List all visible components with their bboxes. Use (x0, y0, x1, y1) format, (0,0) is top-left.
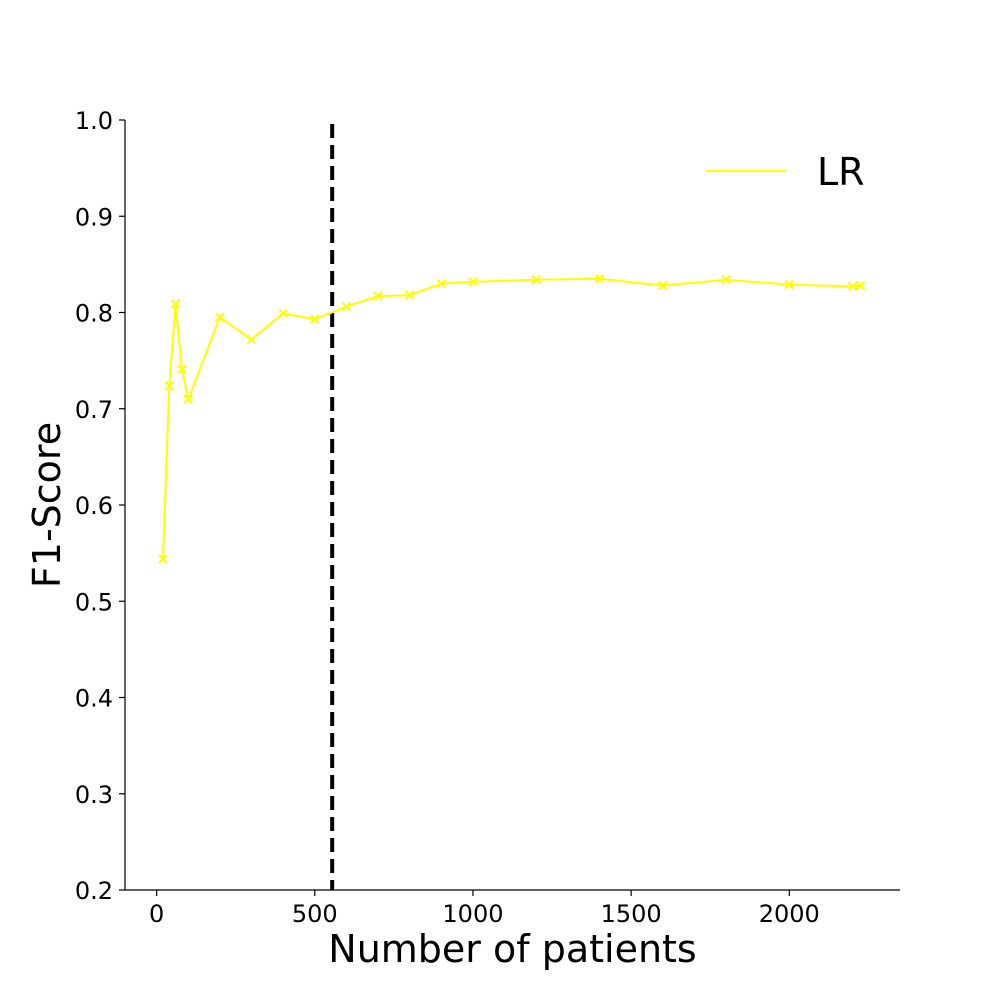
marker-stroke (855, 280, 866, 291)
y-tick-label: 1.0 (75, 107, 113, 135)
legend-label-lr: LR (817, 150, 865, 194)
y-tick-label: 0.2 (75, 877, 113, 905)
marker-stroke (170, 299, 181, 309)
y-tick-label: 0.7 (75, 396, 113, 424)
marker-stroke (215, 312, 225, 323)
y-axis-ticks: 0.2 0.3 0.4 0.5 0.6 0.7 0.8 0.9 1.0 (75, 107, 125, 905)
x-tick-label: 500 (292, 900, 338, 928)
data-point (310, 314, 320, 324)
data-point (847, 281, 858, 292)
data-point (531, 275, 541, 285)
marker-stroke (468, 276, 478, 287)
data-point (594, 274, 605, 284)
data-point (658, 280, 668, 291)
data-point (215, 312, 225, 323)
data-point (373, 291, 383, 301)
data-point (278, 308, 288, 319)
x-tick-label: 2000 (759, 900, 820, 928)
marker-stroke (847, 281, 858, 292)
data-point (246, 334, 257, 345)
marker-stroke (246, 334, 257, 345)
marker-stroke (164, 380, 174, 391)
x-axis-title: Number of patients (328, 927, 696, 971)
data-point (177, 364, 187, 374)
data-point (341, 302, 352, 312)
data-point (183, 394, 193, 404)
y-tick-label: 0.9 (75, 203, 113, 231)
data-point (164, 380, 174, 391)
marker-stroke (310, 314, 320, 324)
data-point (158, 554, 168, 564)
legend: LR (706, 150, 865, 194)
data-point (404, 290, 415, 300)
x-tick-label: 1000 (442, 900, 503, 928)
data-point (721, 275, 731, 285)
marker-stroke (341, 302, 352, 312)
x-tick-label: 1500 (601, 900, 662, 928)
marker-stroke (784, 279, 794, 290)
series-layer (158, 274, 866, 564)
y-tick-label: 0.4 (75, 685, 113, 713)
axes (124, 120, 900, 891)
marker-stroke (436, 278, 447, 289)
data-point (784, 279, 794, 290)
data-point (855, 280, 866, 291)
y-tick-label: 0.8 (75, 300, 113, 328)
y-axis-title: F1-Score (25, 422, 69, 588)
y-tick-label: 0.6 (75, 492, 113, 520)
marker-stroke (373, 291, 383, 301)
series-line-lr (161, 277, 861, 559)
marker-stroke (594, 274, 605, 284)
data-point (468, 276, 478, 287)
y-tick-label: 0.3 (75, 781, 113, 809)
marker-stroke (278, 308, 288, 319)
marker-stroke (404, 290, 415, 300)
marker-stroke (721, 275, 731, 285)
marker-stroke (177, 364, 187, 374)
y-tick-label: 0.5 (75, 588, 113, 616)
x-tick-label: 0 (149, 900, 164, 928)
marker-stroke (158, 554, 168, 564)
data-point (170, 299, 181, 309)
x-axis-ticks: 0 500 1000 1500 2000 (149, 890, 820, 928)
marker-stroke (183, 394, 193, 404)
marker-stroke (658, 280, 668, 291)
data-point (436, 278, 447, 289)
marker-stroke (531, 275, 541, 285)
